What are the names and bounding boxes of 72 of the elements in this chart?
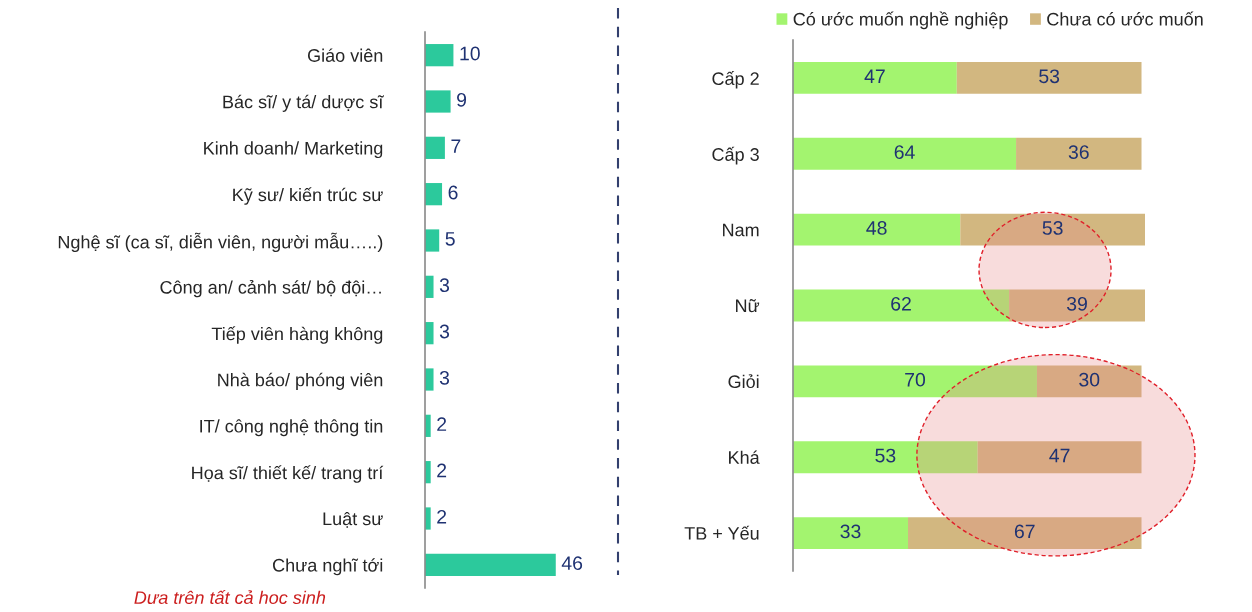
text: Dưa trên tất cả hoc sinh <box>134 589 326 605</box>
data-label: 3 <box>439 370 450 385</box>
bar <box>425 183 443 206</box>
bar <box>425 507 431 530</box>
legend-label: Chưa có ước muốn <box>1047 11 1203 26</box>
y-tick-label: Cấp 3 <box>712 146 759 165</box>
data-label: 53 <box>1039 69 1060 84</box>
data-label: 46 <box>561 556 583 571</box>
bar <box>425 229 440 252</box>
data-label: 3 <box>439 324 450 339</box>
data-label: 47 <box>864 69 885 83</box>
data-label: 3 <box>439 278 450 293</box>
legend-label: Có ước muốn nghề nghiệp <box>793 11 1008 30</box>
bar <box>793 213 961 246</box>
data-label: 6 <box>448 185 458 200</box>
y-tick-label: Kỹ sư/ kiến trúc sư <box>233 187 383 205</box>
bar <box>425 90 451 113</box>
y-tick-label: Nam <box>723 223 759 237</box>
bar <box>793 289 1010 322</box>
y-tick-label: Kinh doanh/ Marketing <box>204 141 383 159</box>
y-tick-label: Nữ <box>736 299 760 313</box>
data-label: 36 <box>1068 145 1089 160</box>
data-label: 7 <box>451 139 461 153</box>
data-label: 67 <box>1014 524 1035 539</box>
y-tick-label: Luật sư <box>323 511 383 528</box>
y-tick-label: Bác sĩ/ y tá/ dược sĩ <box>223 94 385 112</box>
y-tick-label: TB + Yếu <box>684 525 759 540</box>
bar <box>425 44 454 67</box>
data-label: 53 <box>875 448 896 463</box>
data-label: 2 <box>437 463 447 478</box>
data-label: 5 <box>445 232 455 246</box>
data-label: 48 <box>866 221 887 235</box>
bar <box>793 137 1017 170</box>
data-label: 39 <box>1066 296 1087 311</box>
bar <box>793 62 957 94</box>
bar <box>1016 137 1142 170</box>
data-label: 9 <box>457 92 467 107</box>
data-label: 62 <box>891 296 911 311</box>
bar <box>956 62 1142 94</box>
y-tick-label: IT/ công nghệ thông tin <box>200 419 383 437</box>
y-tick-label: Công an/ cảnh sát/ bộ đội… <box>160 280 381 298</box>
data-label: 47 <box>1049 448 1070 463</box>
bar <box>960 213 1145 246</box>
y-tick-label: Tiếp viên hàng không <box>211 326 383 344</box>
bar <box>1009 289 1145 322</box>
data-label: 53 <box>1042 221 1063 235</box>
y-tick-label: Khá <box>729 450 760 464</box>
y-tick-label: Nhà báo/ phóng viên <box>218 372 383 390</box>
data-label: 70 <box>905 372 926 387</box>
y-tick-label: Giáo viên <box>307 48 383 62</box>
y-tick-label: Họa sĩ/ thiết kế/ trang trí <box>192 465 384 483</box>
bar <box>425 368 434 391</box>
y-tick-label: Chưa nghĩ tới <box>273 558 383 576</box>
bar <box>425 322 434 345</box>
y-tick-label: Cấp 2 <box>712 70 759 89</box>
bar <box>908 517 1142 549</box>
data-label: 10 <box>460 46 480 61</box>
data-label: 2 <box>437 417 447 431</box>
data-label: 2 <box>437 509 447 524</box>
y-tick-label: Nghệ sĩ (ca sĩ, diễn viên, người mẫu…..) <box>58 232 383 253</box>
bar <box>425 553 556 576</box>
bar <box>793 517 909 549</box>
bar <box>793 441 978 474</box>
data-label: 64 <box>894 145 915 160</box>
bar <box>977 441 1142 474</box>
data-label: 30 <box>1079 372 1100 387</box>
data-label: 33 <box>840 524 861 539</box>
bar <box>425 136 445 159</box>
bar <box>425 275 434 298</box>
bar <box>1036 365 1142 398</box>
bar <box>793 365 1037 398</box>
y-tick-label: Giỏi <box>728 374 759 389</box>
